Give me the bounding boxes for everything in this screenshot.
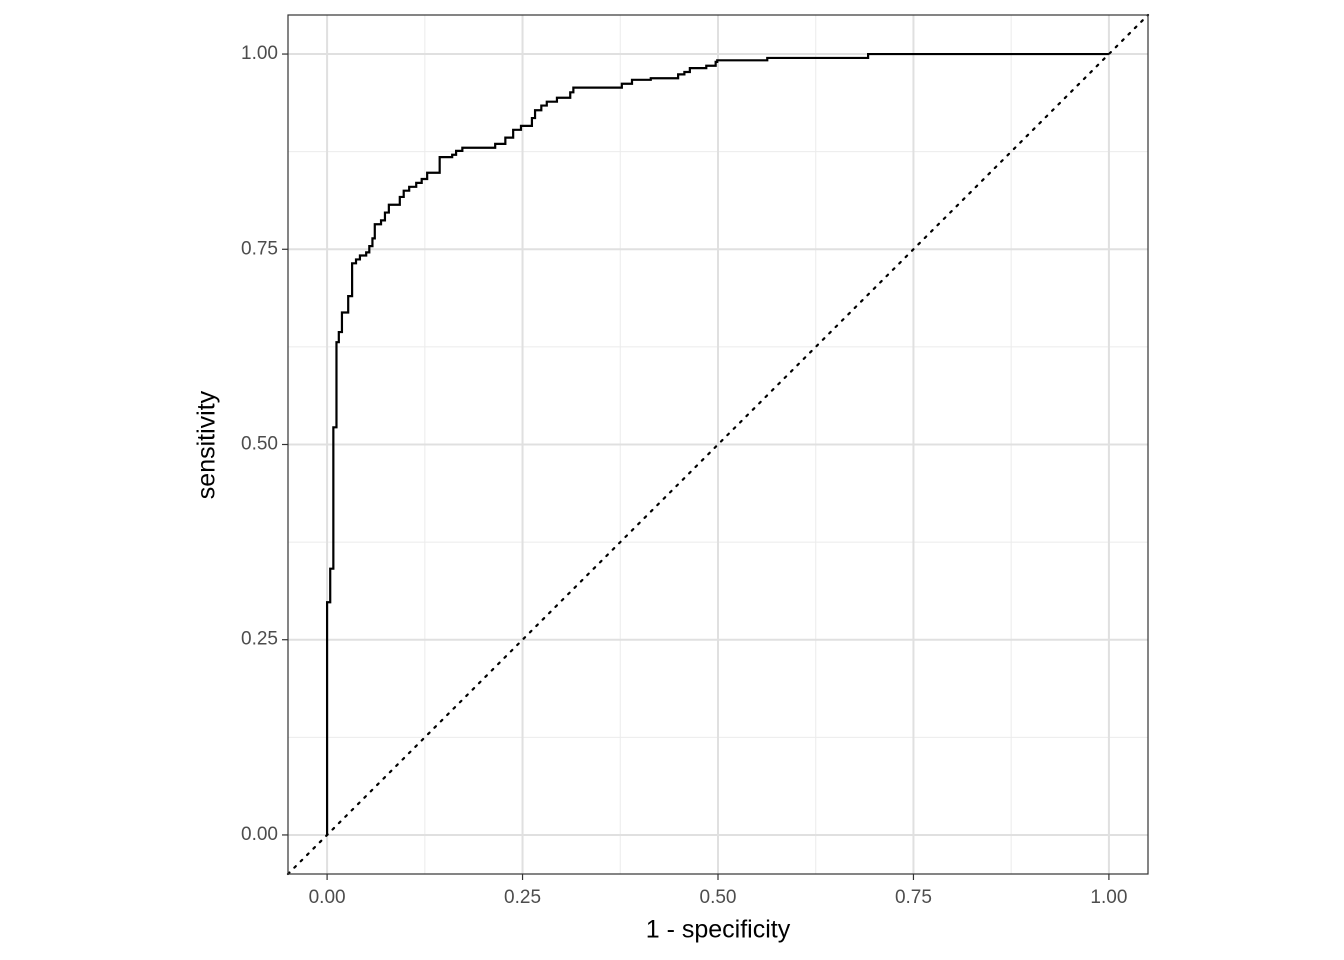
roc-curve <box>325 52 1109 835</box>
y-tick-label: 0.75 <box>241 238 278 259</box>
x-axis-title: 1 - specificity <box>646 916 791 944</box>
x-tick-label: 0.25 <box>504 887 541 908</box>
y-tick-label: 0.25 <box>241 629 278 650</box>
y-tick-label: 0.00 <box>241 824 278 845</box>
grid <box>288 15 1148 874</box>
y-axis-title: sensitivity <box>193 390 221 499</box>
x-tick-label: 0.75 <box>895 887 932 908</box>
x-tick-label: 0.00 <box>309 887 346 908</box>
y-tick-label: 0.50 <box>241 434 278 455</box>
marks <box>286 13 1150 876</box>
x-tick-label: 0.50 <box>700 887 737 908</box>
y-tick-label: 1.00 <box>241 43 278 64</box>
x-tick-label: 1.00 <box>1090 887 1127 908</box>
